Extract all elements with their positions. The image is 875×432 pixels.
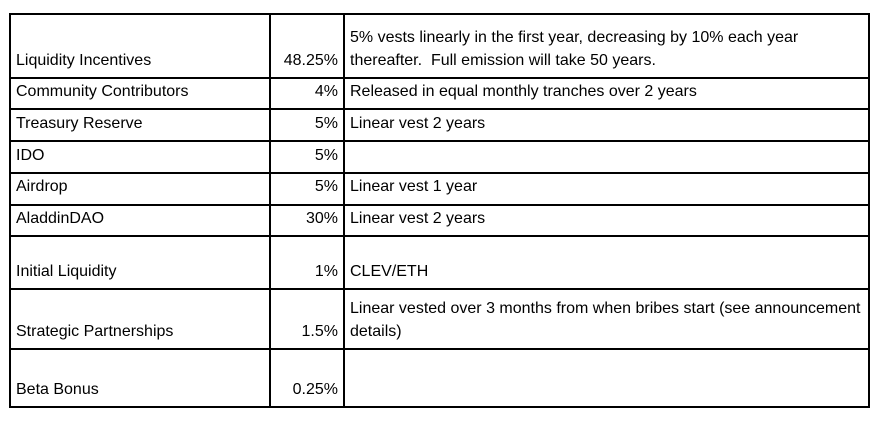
- allocation-percent-cell: 5%: [269, 108, 345, 143]
- table-row: Strategic Partnerships 1.5% Linear veste…: [9, 288, 870, 351]
- allocation-percent-cell: 4%: [269, 76, 345, 111]
- allocation-notes-cell: Linear vested over 3 months from when br…: [343, 288, 870, 351]
- allocation-percent-cell: 48.25%: [269, 13, 345, 79]
- allocation-percent-cell: 30%: [269, 203, 345, 238]
- table-row: Community Contributors 4% Released in eq…: [9, 76, 870, 111]
- allocation-table-container: Liquidity Incentives 48.25% 5% vests lin…: [9, 13, 870, 409]
- allocation-name-cell: Initial Liquidity: [9, 235, 271, 291]
- allocation-percent-cell: 1.5%: [269, 288, 345, 351]
- allocation-percent-cell: 5%: [269, 140, 345, 175]
- allocation-percent-cell: 1%: [269, 235, 345, 291]
- allocation-name-cell: Treasury Reserve: [9, 108, 271, 143]
- table-row: AladdinDAO 30% Linear vest 2 years: [9, 203, 870, 238]
- allocation-percent-cell: 0.25%: [269, 348, 345, 409]
- allocation-name-cell: Strategic Partnerships: [9, 288, 271, 351]
- allocation-notes-cell: CLEV/ETH: [343, 235, 870, 291]
- table-row: Liquidity Incentives 48.25% 5% vests lin…: [9, 13, 870, 79]
- table-row: Beta Bonus 0.25%: [9, 348, 870, 409]
- allocation-notes-cell: Linear vest 2 years: [343, 108, 870, 143]
- table-row: Airdrop 5% Linear vest 1 year: [9, 172, 870, 206]
- allocation-notes-cell: [343, 140, 870, 175]
- allocation-notes-cell: Linear vest 1 year: [343, 172, 870, 206]
- allocation-name-cell: AladdinDAO: [9, 203, 271, 238]
- allocation-name-cell: Community Contributors: [9, 76, 271, 111]
- allocation-notes-cell: [343, 348, 870, 409]
- allocation-notes-cell: 5% vests linearly in the first year, dec…: [343, 13, 870, 79]
- allocation-name-cell: Beta Bonus: [9, 348, 271, 409]
- allocation-notes-cell: Linear vest 2 years: [343, 203, 870, 238]
- allocation-percent-cell: 5%: [269, 172, 345, 206]
- table-row: Treasury Reserve 5% Linear vest 2 years: [9, 108, 870, 143]
- token-allocation-table: Liquidity Incentives 48.25% 5% vests lin…: [9, 13, 870, 409]
- allocation-notes-cell: Released in equal monthly tranches over …: [343, 76, 870, 111]
- table-row: Initial Liquidity 1% CLEV/ETH: [9, 235, 870, 291]
- table-row: IDO 5%: [9, 140, 870, 175]
- allocation-name-cell: Liquidity Incentives: [9, 13, 271, 79]
- allocation-name-cell: IDO: [9, 140, 271, 175]
- allocation-name-cell: Airdrop: [9, 172, 271, 206]
